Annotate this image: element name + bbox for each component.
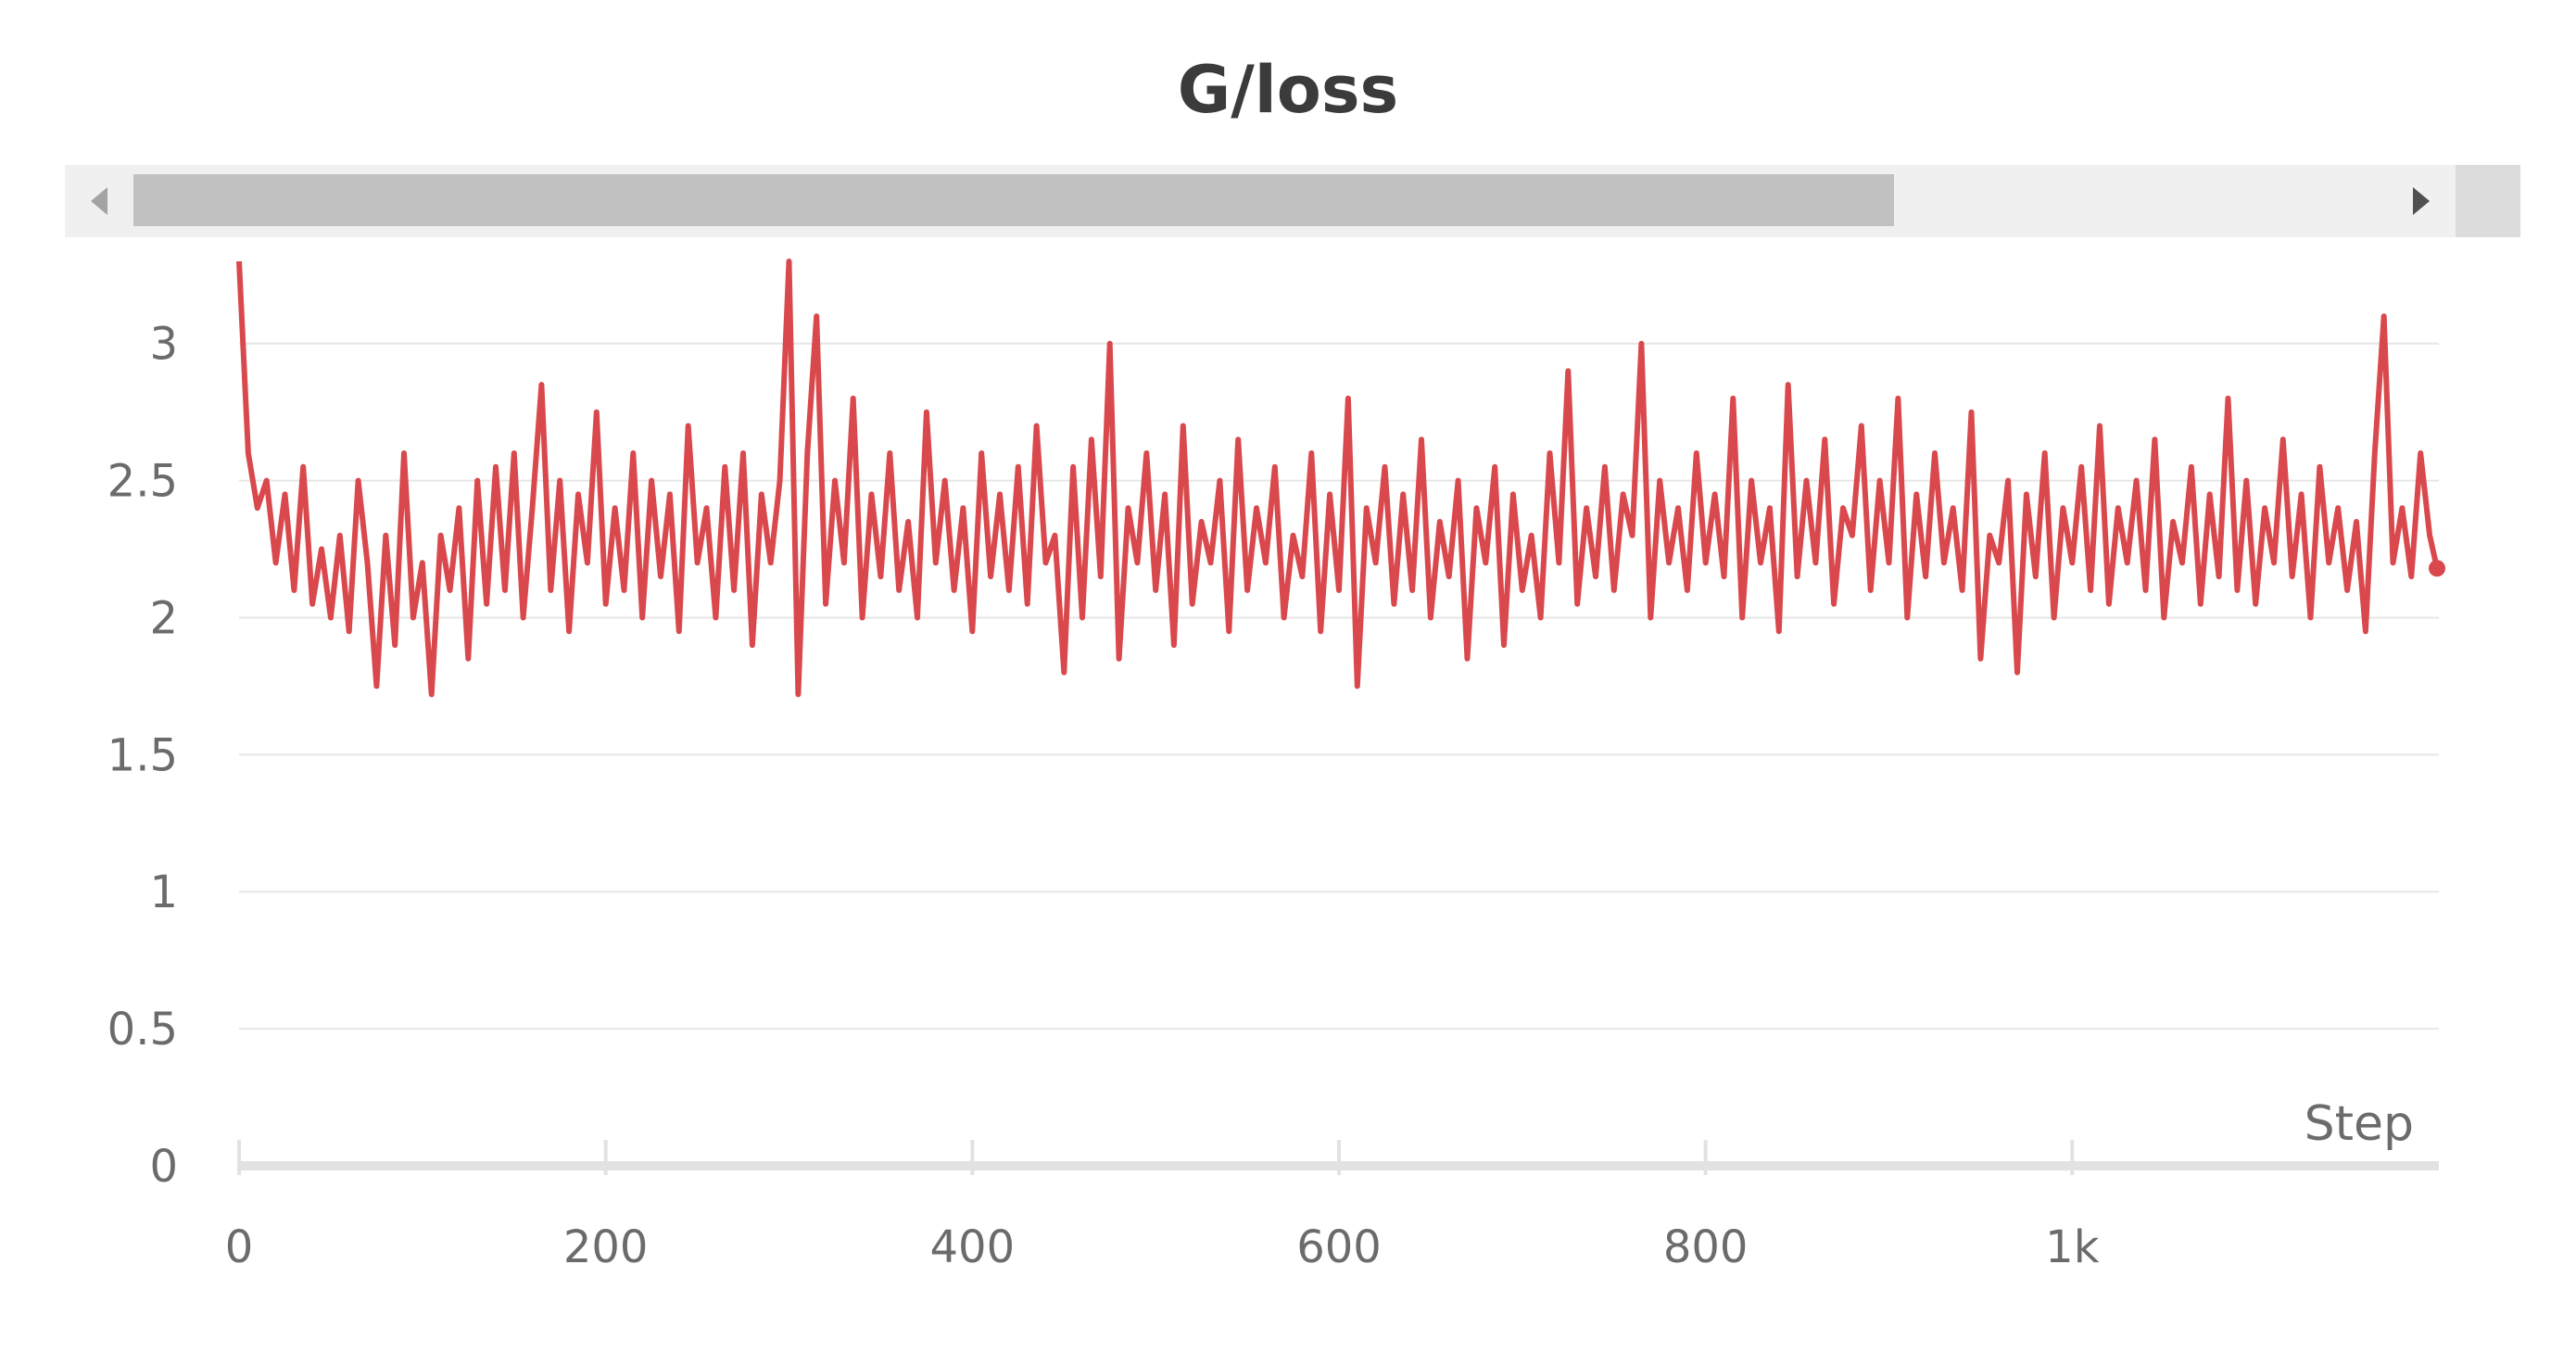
- x-tick-label: 800: [1663, 1221, 1749, 1273]
- x-tick-label: 1k: [2045, 1221, 2100, 1273]
- chart-title: G/loss: [1177, 52, 1399, 128]
- y-tick-label: 0: [149, 1141, 178, 1193]
- x-tick-label: 200: [563, 1221, 649, 1273]
- horizontal-scrollbar[interactable]: [65, 165, 2520, 237]
- x-tick-label: 600: [1296, 1221, 1382, 1273]
- y-tick-label: 3: [149, 319, 178, 371]
- x-tick-label: 400: [930, 1221, 1016, 1273]
- scroll-left-arrow-icon[interactable]: [91, 187, 107, 215]
- scroll-thumb[interactable]: [133, 174, 1894, 226]
- x-tick-label: 0: [225, 1221, 254, 1273]
- y-tick-label: 2.5: [107, 456, 178, 508]
- y-tick-label: 0.5: [107, 1004, 178, 1056]
- scroll-corner: [2456, 165, 2520, 237]
- series-line: [236, 259, 2440, 698]
- x-axis-title: Step: [2305, 1096, 2414, 1152]
- y-tick-label: 2: [149, 592, 178, 644]
- series-end-marker: [2429, 560, 2446, 577]
- y-tick-label: 1: [149, 866, 178, 918]
- y-tick-label: 1.5: [107, 729, 178, 781]
- scroll-right-arrow-icon[interactable]: [2413, 187, 2430, 215]
